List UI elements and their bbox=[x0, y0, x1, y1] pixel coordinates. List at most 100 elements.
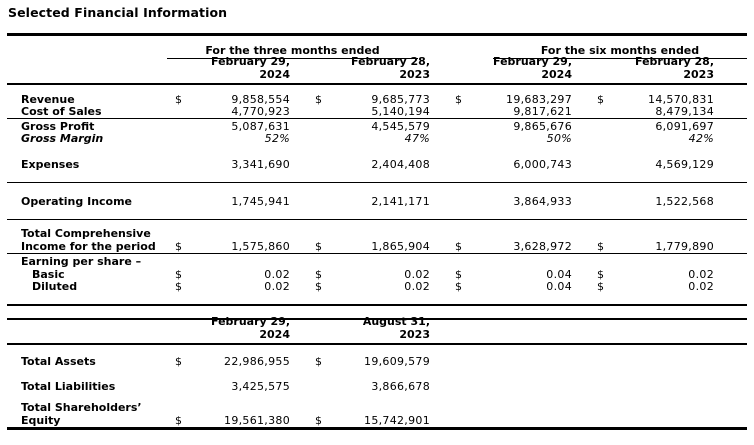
table-row-revenue: Revenue $ 9,858,554 $ 9,685,773 $ 19,683… bbox=[7, 85, 747, 106]
dollar-sign: $ bbox=[315, 279, 322, 293]
group-header-six-months: For the six months ended bbox=[430, 44, 747, 59]
table-bottom-spacer bbox=[7, 293, 747, 304]
table-row-expenses: Expenses 3,341,690 2,404,408 6,000,743 4… bbox=[7, 145, 747, 171]
table-row-eps-diluted: Diluted $ 0.02 $ 0.02 $ 0.04 $ 0.02 bbox=[7, 279, 747, 293]
cell-value: 42% bbox=[688, 131, 714, 145]
dollar-sign: $ bbox=[597, 239, 604, 253]
cell-value: 19,561,380 bbox=[224, 413, 290, 427]
table-row-cost-of-sales: Cost of Sales 4,770,923 5,140,194 9,817,… bbox=[7, 104, 747, 119]
column-header: February 28, 2023 bbox=[612, 55, 714, 81]
cell-value: 9,858,554 bbox=[231, 92, 290, 106]
cell-value: 2,404,408 bbox=[371, 157, 430, 171]
row-label: Basic bbox=[32, 267, 65, 281]
cell-value: 0.04 bbox=[546, 279, 572, 293]
cell-value: 19,609,579 bbox=[364, 354, 430, 368]
cell-value: 8,479,134 bbox=[655, 104, 714, 118]
column-header-line2: 2023 bbox=[399, 67, 430, 81]
column-header-line1: February 29, bbox=[493, 55, 572, 68]
dollar-sign: $ bbox=[455, 239, 462, 253]
dollar-sign: $ bbox=[455, 92, 462, 106]
row-label: Total Comprehensive Income for the perio… bbox=[7, 227, 162, 253]
table-row-total-shareholders-equity: Total Shareholders’ Equity $ 19,561,380 … bbox=[7, 393, 747, 430]
page-title: Selected Financial Information bbox=[8, 5, 228, 20]
cell-value: 3,866,678 bbox=[371, 379, 430, 393]
column-header-line2: 2024 bbox=[259, 327, 290, 341]
cell-value: 0.02 bbox=[404, 279, 430, 293]
cell-value: 3,425,575 bbox=[231, 379, 290, 393]
section-divider bbox=[7, 171, 747, 183]
cell-value: 52% bbox=[264, 131, 290, 145]
column-header-line2: 2024 bbox=[541, 67, 572, 81]
row-label: Expenses bbox=[21, 157, 80, 171]
cell-value: 6,091,697 bbox=[655, 119, 714, 133]
group-header-label: For the six months ended bbox=[493, 44, 747, 59]
column-header-row: February 29, 2024 August 31, 2023 bbox=[7, 315, 747, 345]
cell-value: 1,779,890 bbox=[655, 239, 714, 253]
column-header: August 31, 2023 bbox=[330, 315, 430, 341]
row-label: Total Shareholders’ Equity bbox=[7, 401, 162, 427]
dollar-sign: $ bbox=[175, 279, 182, 293]
cell-value: 6,000,743 bbox=[513, 157, 572, 171]
group-header-label: For the three months ended bbox=[167, 44, 418, 59]
cell-value: 3,628,972 bbox=[513, 239, 572, 253]
cell-value: 3,864,933 bbox=[513, 194, 572, 208]
dollar-sign: $ bbox=[597, 279, 604, 293]
cell-value: 22,986,955 bbox=[224, 354, 290, 368]
column-header-line1: February 28, bbox=[351, 55, 430, 68]
column-header-row: February 29, 2024 February 28, 2023 Febr… bbox=[7, 55, 747, 85]
column-header: February 28, 2023 bbox=[330, 55, 430, 81]
cell-value: 9,685,773 bbox=[371, 92, 430, 106]
column-header-line2: 2023 bbox=[683, 67, 714, 81]
row-label: Total Liabilities bbox=[21, 379, 116, 393]
table-row-earning-per-share: Earning per share – bbox=[7, 255, 747, 268]
column-header-line1: February 29, bbox=[211, 55, 290, 68]
table-row-eps-basic: Basic $ 0.02 $ 0.02 $ 0.04 $ 0.02 bbox=[7, 268, 747, 281]
table-row-total-liabilities: Total Liabilities 3,425,575 3,866,678 bbox=[7, 368, 747, 393]
cell-value: 1,522,568 bbox=[655, 194, 714, 208]
dollar-sign: $ bbox=[175, 354, 182, 368]
row-label: Cost of Sales bbox=[21, 104, 102, 118]
row-label: Total Assets bbox=[21, 354, 96, 368]
cell-value: 47% bbox=[404, 131, 430, 145]
dollar-sign: $ bbox=[175, 413, 182, 427]
table-row-operating-income: Operating Income 1,745,941 2,141,171 3,8… bbox=[7, 184, 747, 208]
dollar-sign: $ bbox=[597, 267, 604, 281]
cell-value: 0.04 bbox=[546, 267, 572, 281]
dollar-sign: $ bbox=[315, 267, 322, 281]
column-header-line1: August 31, bbox=[362, 315, 430, 328]
row-label: Diluted bbox=[32, 279, 78, 293]
dollar-sign: $ bbox=[597, 92, 604, 106]
balance-sheet-table: February 29, 2024 August 31, 2023 Total … bbox=[7, 315, 747, 430]
cell-value: 0.02 bbox=[264, 267, 290, 281]
cell-value: 50% bbox=[546, 131, 572, 145]
table-row-gross-profit: Gross Profit 5,087,631 4,545,579 9,865,6… bbox=[7, 120, 747, 133]
cell-value: 19,683,297 bbox=[506, 92, 572, 106]
column-header: February 29, 2024 bbox=[190, 315, 290, 341]
row-label: Operating Income bbox=[21, 194, 133, 208]
dollar-sign: $ bbox=[315, 354, 322, 368]
column-header: February 29, 2024 bbox=[470, 55, 572, 81]
row-label-line2: Equity bbox=[21, 413, 61, 427]
cell-value: 0.02 bbox=[688, 267, 714, 281]
dollar-sign: $ bbox=[175, 92, 182, 106]
income-statement-table: For the three months ended For the six m… bbox=[7, 33, 747, 306]
group-header-three-months: For the three months ended bbox=[162, 44, 430, 59]
row-label: Gross Margin bbox=[21, 131, 104, 145]
cell-value: 9,865,676 bbox=[513, 119, 572, 133]
cell-value: 1,865,904 bbox=[371, 239, 430, 253]
row-label-line1: Total Shareholders’ bbox=[21, 401, 142, 414]
dollar-sign: $ bbox=[175, 267, 182, 281]
column-header-line2: 2023 bbox=[399, 327, 430, 341]
dollar-sign: $ bbox=[315, 239, 322, 253]
cell-value: 4,545,579 bbox=[371, 119, 430, 133]
section-divider bbox=[7, 208, 747, 220]
row-label-line2: Income for the period bbox=[21, 239, 156, 253]
table-row-total-assets: Total Assets $ 22,986,955 $ 19,609,579 bbox=[7, 345, 747, 368]
dollar-sign: $ bbox=[315, 92, 322, 106]
dollar-sign: $ bbox=[315, 413, 322, 427]
cell-value: 0.02 bbox=[264, 279, 290, 293]
cell-value: 14,570,831 bbox=[648, 92, 714, 106]
group-header-row: For the three months ended For the six m… bbox=[7, 36, 747, 59]
cell-value: 2,141,171 bbox=[371, 194, 430, 208]
